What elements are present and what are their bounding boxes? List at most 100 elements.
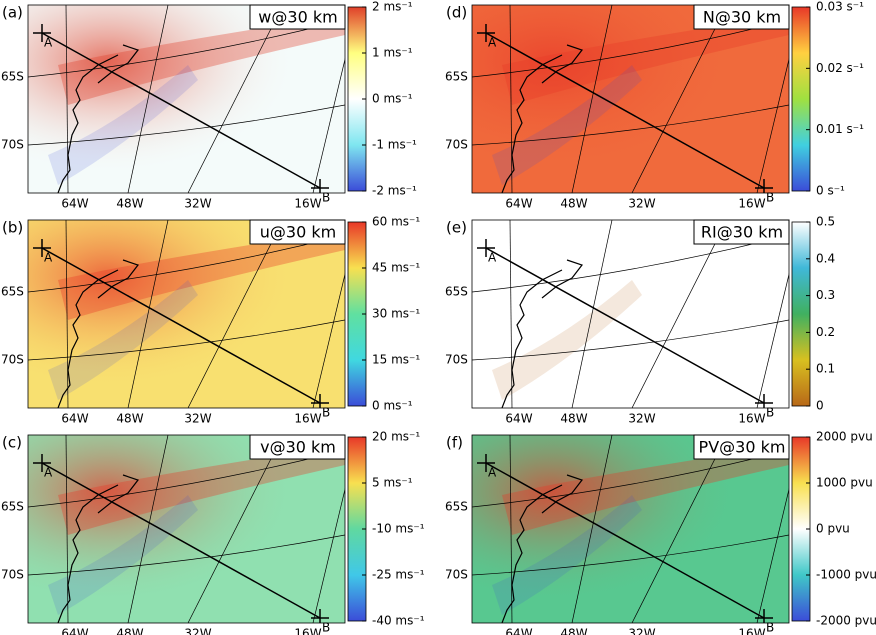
lat-label: 65S bbox=[445, 285, 468, 299]
point-cross bbox=[755, 394, 773, 408]
point-cross bbox=[311, 394, 329, 408]
parallel bbox=[472, 319, 789, 361]
map-field-accent bbox=[28, 220, 345, 408]
map bbox=[472, 435, 789, 623]
colorbar-tick-label: 0.4 bbox=[816, 251, 835, 265]
panel-title: RI@30 km bbox=[701, 223, 783, 242]
panel-label: (b) bbox=[2, 219, 23, 237]
map-field-accent bbox=[472, 220, 789, 408]
colorbar-tick-label: 0 ms⁻¹ bbox=[372, 92, 413, 106]
meridian bbox=[509, 435, 513, 623]
colorbar-tick-label: -10 ms⁻¹ bbox=[372, 522, 425, 536]
coastline bbox=[57, 44, 139, 193]
lon-label: 16W bbox=[738, 627, 765, 635]
colorbar-tick-label: 0.3 bbox=[816, 288, 835, 302]
meridian bbox=[127, 5, 169, 193]
lat-label: 70S bbox=[1, 138, 24, 152]
point-label: A bbox=[488, 36, 497, 50]
meridian bbox=[509, 220, 513, 408]
map bbox=[28, 5, 345, 193]
transect bbox=[485, 247, 765, 404]
lat-label: 65S bbox=[445, 500, 468, 514]
meridian bbox=[756, 57, 789, 193]
colorbar-tick-label: 1000 pvu bbox=[816, 476, 873, 490]
map-frame bbox=[27, 219, 346, 409]
map-field-accent bbox=[28, 5, 345, 193]
point-cross bbox=[477, 24, 495, 42]
lon-label: 64W bbox=[505, 627, 532, 635]
point-label: B bbox=[766, 406, 774, 420]
lon-label: 48W bbox=[116, 412, 143, 426]
point-label: A bbox=[488, 251, 497, 265]
parallel bbox=[28, 104, 345, 146]
title-box bbox=[249, 434, 346, 460]
lat-label: 65S bbox=[1, 70, 24, 84]
lon-label: 32W bbox=[628, 412, 655, 426]
lat-label: 70S bbox=[1, 353, 24, 367]
transect bbox=[485, 462, 765, 619]
colorbar-tick-label: 0.2 bbox=[816, 325, 835, 339]
lon-label: 16W bbox=[738, 197, 765, 211]
lon-label: 64W bbox=[505, 412, 532, 426]
parallel bbox=[28, 449, 345, 508]
map-field-accent bbox=[28, 435, 345, 623]
colorbar-tick-label: 0.5 bbox=[816, 215, 835, 229]
map bbox=[28, 435, 345, 623]
lon-label: 48W bbox=[560, 627, 587, 635]
panel-label: (c) bbox=[2, 434, 22, 452]
lat-label: 65S bbox=[1, 500, 24, 514]
colorbar-tick-label: 2 ms⁻¹ bbox=[372, 0, 413, 14]
colorbar-tick-label: 60 ms⁻¹ bbox=[372, 215, 420, 229]
panel: A B 65S 70S 64W 48W 32W 16W N@30 km 0.03 s⁻¹ 0.02 … bbox=[445, 0, 864, 211]
lat-label: 70S bbox=[445, 568, 468, 582]
title-box bbox=[693, 434, 790, 460]
point-label: B bbox=[766, 191, 774, 205]
lon-label: 64W bbox=[61, 627, 88, 635]
point-label: B bbox=[766, 621, 774, 635]
map-frame bbox=[27, 434, 346, 624]
meridian bbox=[571, 5, 613, 193]
colorbar-tick-label: -1000 pvu bbox=[816, 568, 876, 582]
panel-title: w@30 km bbox=[258, 8, 337, 27]
coastline bbox=[57, 474, 139, 623]
point-cross bbox=[477, 239, 495, 257]
wave-band bbox=[48, 495, 198, 615]
lon-label: 64W bbox=[61, 412, 88, 426]
parallel bbox=[472, 104, 789, 146]
title-box bbox=[693, 4, 790, 30]
colorbar-tick-label: 30 ms⁻¹ bbox=[372, 307, 420, 321]
lat-label: 70S bbox=[445, 353, 468, 367]
transect bbox=[41, 247, 321, 404]
meridian bbox=[631, 435, 728, 623]
panel: A B 65S 70S 64W 48W 32W 16W v@30 km 20 ms⁻¹ 5 ms⁻¹… bbox=[1, 430, 425, 635]
lon-label: 48W bbox=[116, 627, 143, 635]
colorbar-tick-label: 0.03 s⁻¹ bbox=[816, 0, 864, 14]
wave-band bbox=[492, 65, 642, 185]
colorbar-tick-label: -1 ms⁻¹ bbox=[372, 138, 417, 152]
lon-label: 32W bbox=[184, 412, 211, 426]
lat-label: 65S bbox=[1, 285, 24, 299]
meridian bbox=[631, 220, 728, 408]
map bbox=[28, 220, 345, 408]
meridian bbox=[571, 220, 613, 408]
parallel bbox=[472, 449, 789, 508]
point-cross bbox=[755, 179, 773, 193]
parallel bbox=[28, 234, 345, 293]
panel-label: (a) bbox=[2, 4, 23, 22]
colorbar bbox=[791, 221, 811, 407]
transect bbox=[485, 32, 765, 189]
panel-title: u@30 km bbox=[260, 223, 336, 242]
point-label: A bbox=[44, 36, 53, 50]
lon-label: 32W bbox=[184, 627, 211, 635]
wave-band bbox=[492, 280, 642, 400]
panel-title: v@30 km bbox=[260, 438, 336, 457]
point-cross bbox=[311, 179, 329, 193]
lon-label: 48W bbox=[560, 412, 587, 426]
wave-band bbox=[492, 495, 642, 615]
meridian bbox=[631, 5, 728, 193]
point-cross bbox=[755, 609, 773, 623]
title-box bbox=[693, 219, 790, 245]
point-cross bbox=[33, 239, 51, 257]
lon-label: 16W bbox=[294, 627, 321, 635]
